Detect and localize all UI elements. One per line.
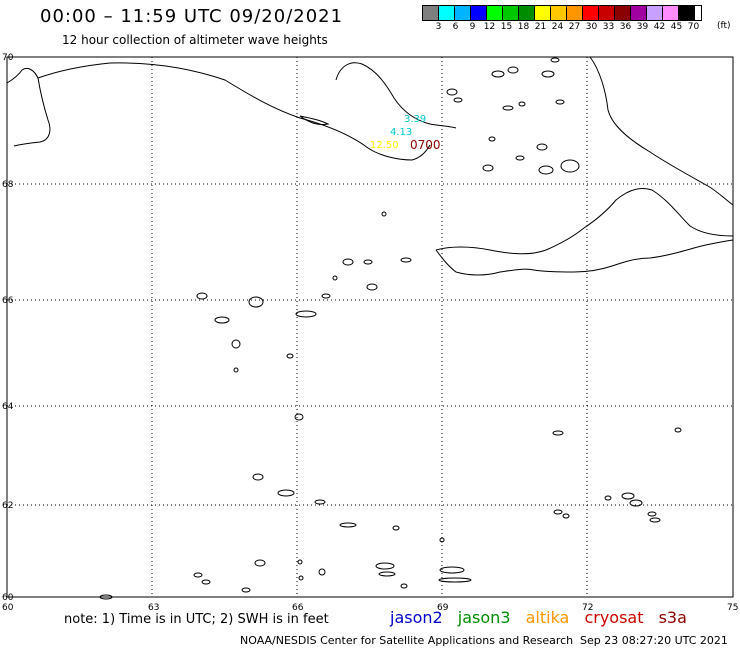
- scale-label: 9: [469, 22, 476, 32]
- scale-label: 12: [483, 22, 496, 32]
- map-frame: [6, 56, 734, 598]
- wave-height-color-scale: 3 6 9 12 15 18 21 24 27 30 33 36 39 42 45 70: [422, 5, 702, 32]
- y-tick-label: 66: [2, 296, 14, 306]
- scale-label: 39: [636, 22, 649, 32]
- scale-label: 6: [452, 22, 459, 32]
- satellite-jason3: jason3: [457, 608, 511, 627]
- observation-label: 12.50: [370, 140, 399, 151]
- map-title: 00:00 – 11:59 UTC 09/20/2021: [40, 6, 344, 27]
- scale-swatch: [423, 6, 439, 20]
- observation-label: 4.13: [390, 127, 412, 138]
- x-tick-label: 69: [437, 603, 449, 613]
- scale-swatch: [487, 6, 503, 20]
- coastline: [6, 56, 734, 276]
- scale-label: 21: [534, 22, 547, 32]
- scale-label: 30: [585, 22, 598, 32]
- scale-swatch: [679, 6, 695, 20]
- scale-label: 27: [568, 22, 581, 32]
- x-tick-label: 75: [727, 603, 738, 613]
- footer-timestamp: Sep 23 08:27:20 UTC 2021: [580, 634, 728, 647]
- scale-label: 36: [619, 22, 632, 32]
- y-tick-label: 70: [2, 53, 14, 63]
- graticule: [7, 57, 733, 597]
- scale-swatch: [663, 6, 679, 20]
- x-tick-label: 72: [582, 603, 593, 613]
- satellite-altika: altika: [525, 608, 570, 627]
- color-swatches: [422, 5, 702, 21]
- scale-swatch: [551, 6, 567, 20]
- x-tick-label: 60: [2, 603, 14, 613]
- scale-label: 18: [517, 22, 530, 32]
- x-tick-label: 66: [292, 603, 304, 613]
- y-tick-label: 68: [2, 180, 14, 190]
- observation-label: 3.39: [404, 114, 426, 125]
- scale-swatch: [567, 6, 583, 20]
- observation-label: 0700: [410, 138, 441, 152]
- scale-label: 33: [602, 22, 615, 32]
- scale-labels: 3 6 9 12 15 18 21 24 27 30 33 36 39 42 45 70: [422, 22, 702, 32]
- scale-swatch: [631, 6, 647, 20]
- scale-swatch: [647, 6, 663, 20]
- footer-credit: NOAA/NESDIS Center for Satellite Applica…: [240, 634, 574, 647]
- y-tick-label: 62: [2, 501, 13, 511]
- scale-label: 70: [687, 22, 700, 32]
- scale-label: 45: [670, 22, 683, 32]
- scale-swatch: [519, 6, 535, 20]
- axis-ticks: 60 63 66 69 72 75 60 62 64 66 68 70: [2, 53, 738, 613]
- map-subtitle: 12 hour collection of altimeter wave hei…: [62, 33, 328, 47]
- scale-swatch: [455, 6, 471, 20]
- scale-swatch: [535, 6, 551, 20]
- lakes-and-islands: [99, 57, 682, 600]
- satellite-s3a: s3a: [658, 608, 687, 627]
- scale-swatch: [503, 6, 519, 20]
- scale-unit: (ft): [717, 21, 731, 31]
- scale-swatch: [599, 6, 615, 20]
- scale-swatch: [615, 6, 631, 20]
- satellite-jason2: jason2: [390, 608, 443, 627]
- note-text: note: 1) Time is in UTC; 2) SWH is in fe…: [64, 612, 329, 627]
- y-tick-label: 60: [2, 593, 14, 603]
- scale-label: 15: [500, 22, 513, 32]
- y-tick-label: 64: [2, 402, 14, 412]
- scale-label: 42: [653, 22, 666, 32]
- scale-swatch: [439, 6, 455, 20]
- satellite-legend: jason2 jason3 altika cryosat s3a: [390, 608, 697, 627]
- satellite-cryosat: cryosat: [584, 608, 644, 627]
- scale-label: 24: [551, 22, 564, 32]
- scale-swatch: [583, 6, 599, 20]
- wave-observations: 3.39 4.13 12.50 0700: [370, 114, 441, 152]
- scale-swatch: [471, 6, 487, 20]
- x-tick-label: 63: [148, 603, 159, 613]
- scale-label: 3: [435, 22, 442, 32]
